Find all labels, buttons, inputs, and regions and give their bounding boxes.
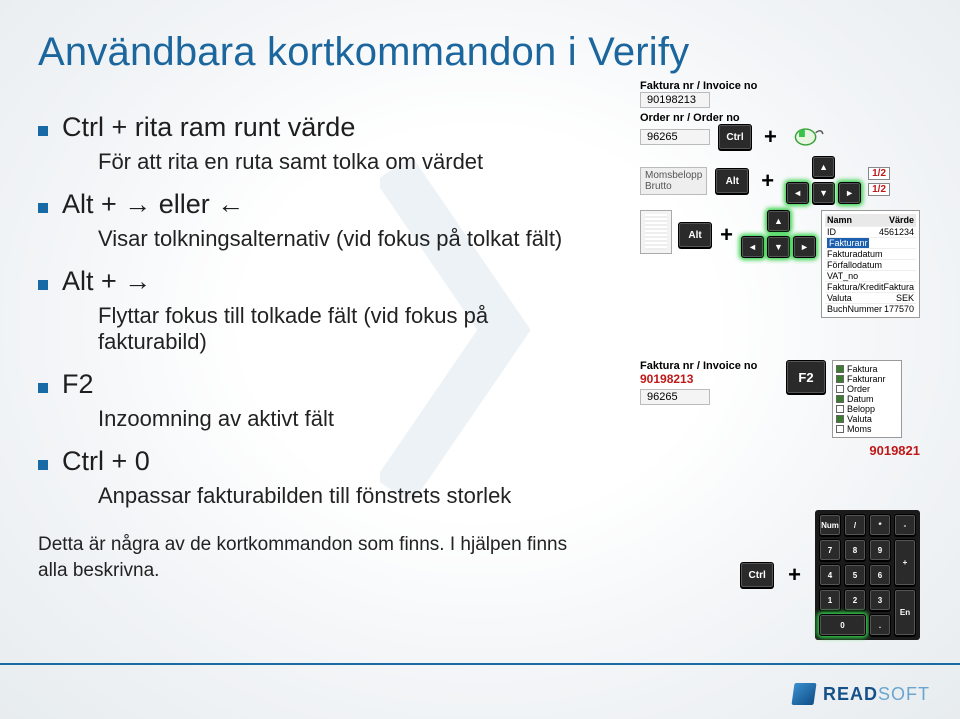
footer-divider — [0, 663, 960, 665]
cell: Faktura — [883, 282, 914, 292]
mini-form: Namn Värde ID 4561234 Fakturanr Fakturadat… — [821, 210, 920, 318]
plus-icon: + — [757, 168, 778, 194]
highlight-value: 90198213 — [640, 372, 780, 386]
cell: Förfallodatum — [827, 260, 882, 270]
brand-read: READ — [823, 684, 878, 704]
slide: Användbara kortkommandon i Verify Ctrl +… — [0, 0, 960, 719]
bullet-item: Alt + → eller ← Visar tolkningsalternati… — [38, 189, 598, 252]
bullet-sub: Anpassar fakturabilden till fönstrets st… — [98, 483, 598, 509]
logo-cube-icon — [791, 683, 816, 705]
cell: Faktura/Kredit — [827, 282, 884, 292]
brand-logo: READSOFT — [793, 683, 930, 705]
check-item: Moms — [847, 424, 872, 434]
bullet-sub: För att rita en ruta samt tolka om värde… — [98, 149, 598, 175]
field-value: 96265 — [640, 129, 710, 145]
col-header: Namn — [827, 215, 852, 225]
check-item: Belopp — [847, 404, 875, 414]
plus-icon: + — [760, 124, 781, 150]
bullet-item: Ctrl + 0 Anpassar fakturabilden till fön… — [38, 446, 598, 509]
example-f2: Faktura nr / Invoice no 90198213 96265 F… — [640, 360, 920, 460]
bullets: Ctrl + rita ram runt värde För att rita … — [38, 112, 598, 523]
bullet-sub: Visar tolkningsalternativ (vid fokus på … — [98, 226, 598, 252]
field-label: Order nr / Order no — [640, 112, 920, 124]
cell: ID — [827, 227, 836, 237]
bullet-item: Ctrl + rita ram runt värde För att rita … — [38, 112, 598, 175]
alt-key-icon: Alt — [715, 168, 749, 194]
field-label: Faktura nr / Invoice no — [640, 360, 780, 372]
numpad-icon: Num/*- 789+ 456 123En 0. — [815, 510, 920, 640]
cell: 4561234 — [879, 227, 914, 237]
bullet-icon — [38, 203, 48, 213]
check-item: Fakturanr — [847, 374, 886, 384]
bullet-label: Ctrl + 0 — [62, 446, 150, 477]
example-ctrl-0: Ctrl + Num/*- 789+ 456 123En 0. — [640, 510, 920, 640]
bullet-label: Alt + → — [62, 266, 151, 297]
grey-label: Momsbelopp — [645, 170, 702, 181]
check-item: Valuta — [847, 414, 872, 424]
ctrl-key-icon: Ctrl — [718, 124, 752, 150]
field-value: 96265 — [640, 389, 710, 405]
slide-title: Användbara kortkommandon i Verify — [38, 30, 689, 75]
bullet-sub: Flyttar fokus till tolkade fält (vid fok… — [98, 303, 598, 355]
cell: Fakturanr — [827, 238, 870, 248]
zoom-value: 9019821 — [869, 443, 920, 458]
grey-label: Brutto — [645, 181, 702, 192]
bullet-label: Ctrl + rita ram runt värde — [62, 112, 355, 143]
cell: SEK — [896, 293, 914, 303]
cell: Valuta — [827, 293, 852, 303]
bullet-icon — [38, 383, 48, 393]
bullet-item: Alt + → Flyttar fokus till tolkade fält … — [38, 266, 598, 355]
example-ctrl-mouse: Faktura nr / Invoice no 90198213 Order n… — [640, 80, 920, 210]
plus-icon: + — [716, 222, 737, 248]
cell: VAT_no — [827, 271, 858, 281]
brand-soft: SOFT — [878, 684, 930, 704]
half-badge: 1/2 — [868, 183, 890, 196]
col-header: Värde — [889, 215, 914, 225]
bullet-label: F2 — [62, 369, 94, 400]
half-badge: 1/2 — [868, 167, 890, 180]
f2-key-icon: F2 — [786, 360, 826, 394]
mini-preview — [640, 210, 672, 254]
alt-key-icon: Alt — [678, 222, 712, 248]
bullet-item: F2 Inzoomning av aktivt fält — [38, 369, 598, 432]
plus-icon: + — [784, 562, 805, 588]
mouse-icon — [789, 124, 825, 150]
bullet-label: Alt + → eller ← — [62, 189, 244, 220]
cell: Fakturadatum — [827, 249, 883, 259]
footnote: Detta är några av de kortkommandon som f… — [38, 532, 598, 583]
cell: 177570 — [884, 304, 914, 314]
bullet-icon — [38, 460, 48, 470]
bullet-icon — [38, 126, 48, 136]
field-label: Faktura nr / Invoice no — [640, 80, 920, 92]
ctrl-key-icon: Ctrl — [740, 562, 774, 588]
arrow-keys-icon: ▲ ◄ ▼ ► — [786, 156, 860, 206]
checklist: Faktura Fakturanr Order Datum Belopp Val… — [832, 360, 902, 438]
bullet-sub: Inzoomning av aktivt fält — [98, 406, 598, 432]
cell: BuchNummer — [827, 304, 882, 314]
check-item: Datum — [847, 394, 874, 404]
check-item: Faktura — [847, 364, 878, 374]
field-value: 90198213 — [640, 92, 710, 108]
arrow-keys-icon: ▲ ◄ ▼ ► — [741, 210, 815, 260]
example-alt-arrows: Alt + ▲ ◄ ▼ ► Namn Värde ID 4561234 Faktur… — [640, 210, 920, 318]
bullet-icon — [38, 280, 48, 290]
check-item: Order — [847, 384, 870, 394]
